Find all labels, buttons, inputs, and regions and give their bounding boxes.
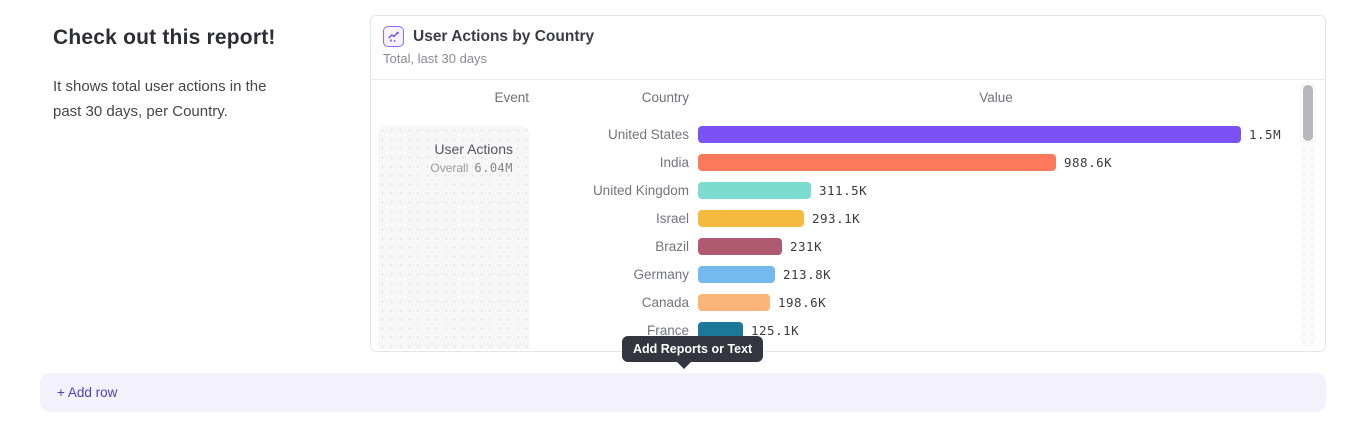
country-label: Brazil: [655, 238, 689, 254]
table-row[interactable]: United Kingdom 311.5K: [371, 176, 1325, 204]
country-label: Canada: [641, 294, 689, 310]
value-bar[interactable]: [698, 181, 811, 199]
value-bar[interactable]: [698, 153, 1056, 171]
value-bar[interactable]: [698, 237, 782, 255]
report-card-header: User Actions by Country Total, last 30 d…: [371, 16, 1325, 80]
country-label: Germany: [633, 266, 689, 282]
tooltip-text: Add Reports or Text: [633, 342, 753, 356]
table-row[interactable]: France 125.1K: [371, 316, 1325, 344]
chart-rows: United States 1.5M India 988.6K United Kingd…: [371, 120, 1325, 344]
report-table: Event Country Value User Actions Overall…: [371, 80, 1325, 349]
table-row[interactable]: Brazil 231K: [371, 232, 1325, 260]
column-header-value: Value: [979, 90, 1013, 105]
value-label: 311.5K: [819, 182, 868, 198]
value-bar[interactable]: [698, 321, 743, 339]
page-title: Check out this report!: [53, 26, 276, 49]
table-row[interactable]: Canada 198.6K: [371, 288, 1325, 316]
value-label: 988.6K: [1064, 154, 1113, 170]
report-subtitle: Total, last 30 days: [383, 51, 488, 66]
value-bar[interactable]: [698, 293, 770, 311]
add-reports-tooltip: Add Reports or Text: [622, 336, 764, 369]
value-bar[interactable]: [698, 265, 775, 283]
value-label: 231K: [790, 238, 823, 254]
tooltip-arrow-icon: [676, 361, 692, 369]
report-title: User Actions by Country: [413, 27, 595, 45]
scrollbar-track[interactable]: [1300, 82, 1316, 347]
value-label: 1.5M: [1249, 126, 1282, 142]
value-label: 125.1K: [751, 322, 800, 338]
event-cell[interactable]: User Actions Overall 6.04M: [378, 126, 529, 349]
value-bar[interactable]: [698, 209, 804, 227]
table-row[interactable]: United States 1.5M: [371, 120, 1325, 148]
add-row-label: + Add row: [57, 385, 118, 400]
table-row[interactable]: Israel 293.1K: [371, 204, 1325, 232]
overall-value: 6.04M: [474, 161, 513, 175]
country-label: France: [646, 322, 689, 338]
country-label: India: [659, 154, 689, 170]
report-card[interactable]: User Actions by Country Total, last 30 d…: [370, 15, 1326, 352]
column-header-country: Country: [641, 90, 689, 105]
page-description: It shows total user actions in the past …: [53, 78, 267, 120]
value-bar[interactable]: [698, 125, 1241, 143]
text-panel[interactable]: Check out this report! It shows total us…: [53, 26, 353, 124]
country-label: United Kingdom: [592, 182, 689, 198]
country-label: Israel: [655, 210, 689, 226]
value-label: 213.8K: [783, 266, 832, 282]
country-label: United States: [607, 126, 689, 142]
table-row[interactable]: Germany 213.8K: [371, 260, 1325, 288]
overall-label: Overall: [430, 161, 469, 175]
add-row-button[interactable]: + Add row: [40, 373, 1326, 412]
scrollbar-thumb[interactable]: [1303, 85, 1313, 141]
event-name: User Actions: [434, 141, 513, 157]
line-chart-icon: [383, 26, 404, 47]
column-header-event: Event: [494, 90, 529, 105]
value-label: 198.6K: [778, 294, 827, 310]
table-row[interactable]: India 988.6K: [371, 148, 1325, 176]
value-label: 293.1K: [812, 210, 861, 226]
event-overall: Overall 6.04M: [378, 161, 513, 175]
